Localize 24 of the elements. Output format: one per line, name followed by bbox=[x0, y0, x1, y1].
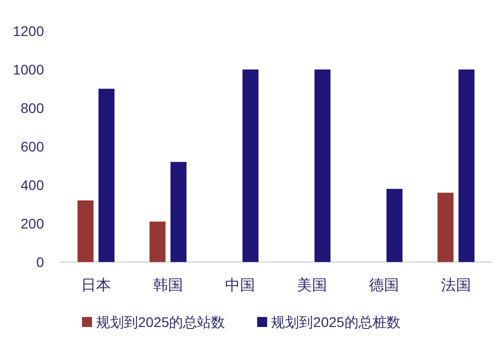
y-tick-label: 800 bbox=[20, 100, 44, 116]
bar bbox=[438, 192, 454, 262]
x-tick-label: 中国 bbox=[225, 276, 255, 294]
x-tick-label: 日本 bbox=[81, 276, 111, 294]
y-tick-label: 600 bbox=[20, 138, 44, 154]
bar bbox=[98, 88, 114, 262]
legend-label: 规划到2025的总站数 bbox=[96, 314, 226, 330]
bar bbox=[242, 70, 258, 262]
legend-label: 规划到2025的总桩数 bbox=[271, 314, 400, 330]
bar bbox=[150, 222, 166, 262]
bar bbox=[386, 188, 402, 262]
bar bbox=[78, 200, 94, 262]
x-tick-label: 法国 bbox=[441, 276, 471, 294]
y-tick-label: 1200 bbox=[12, 23, 44, 39]
bar bbox=[458, 70, 474, 262]
y-tick-label: 0 bbox=[36, 254, 44, 270]
x-tick-label: 德国 bbox=[369, 276, 399, 294]
y-tick-label: 200 bbox=[20, 216, 44, 232]
y-tick-label: 1000 bbox=[12, 62, 44, 78]
y-tick-label: 400 bbox=[20, 177, 44, 193]
x-tick-label: 美国 bbox=[297, 276, 327, 294]
x-tick-label: 韩国 bbox=[153, 276, 183, 294]
bar bbox=[170, 162, 186, 262]
bar bbox=[314, 70, 330, 262]
